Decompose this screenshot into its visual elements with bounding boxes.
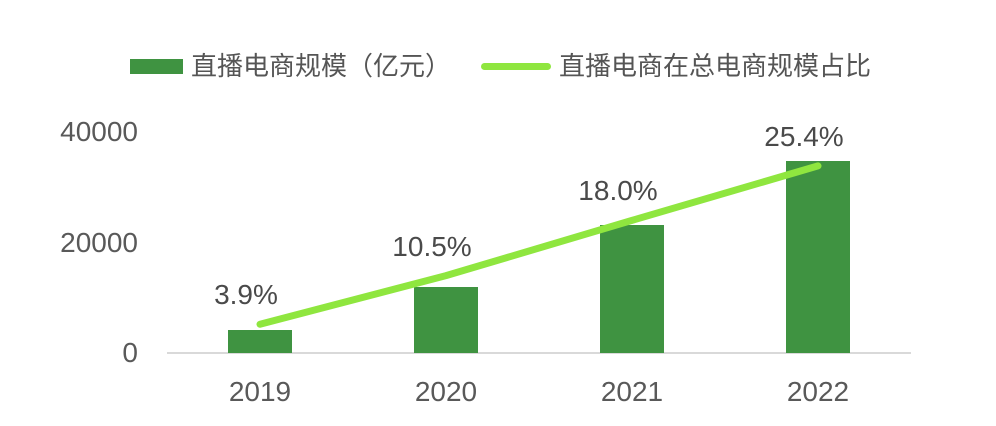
y-axis-tick-label: 40000	[60, 116, 138, 147]
legend-item-line-series: 直播电商在总电商规模占比	[481, 51, 871, 81]
legend-label-bar-series: 直播电商规模（亿元）	[191, 51, 452, 81]
bar-2021	[600, 224, 664, 353]
data-label-2019: 3.9%	[214, 279, 278, 311]
data-label-2020: 10.5%	[392, 230, 472, 262]
bar-2022	[786, 160, 850, 353]
y-axis-tick-label: 20000	[60, 226, 138, 258]
bar-series-swatch-icon	[130, 58, 183, 74]
y-axis-tick-label: 0	[122, 337, 138, 368]
x-axis-line	[167, 352, 911, 354]
x-axis-label-2022: 2022	[786, 376, 850, 407]
data-label-2022: 25.4%	[764, 120, 844, 152]
bar-2019	[228, 329, 292, 353]
legend-item-bar-series: 直播电商规模（亿元）	[130, 51, 451, 81]
x-axis-label-2021: 2021	[600, 376, 664, 407]
data-label-2021: 18.0%	[578, 175, 658, 207]
bar-2020	[414, 286, 478, 353]
x-axis-label-2019: 2019	[228, 376, 292, 407]
x-axis-label-2020: 2020	[414, 376, 478, 407]
legend-label-line-series: 直播电商在总电商规模占比	[559, 51, 872, 81]
line-series-swatch-icon	[481, 62, 551, 70]
